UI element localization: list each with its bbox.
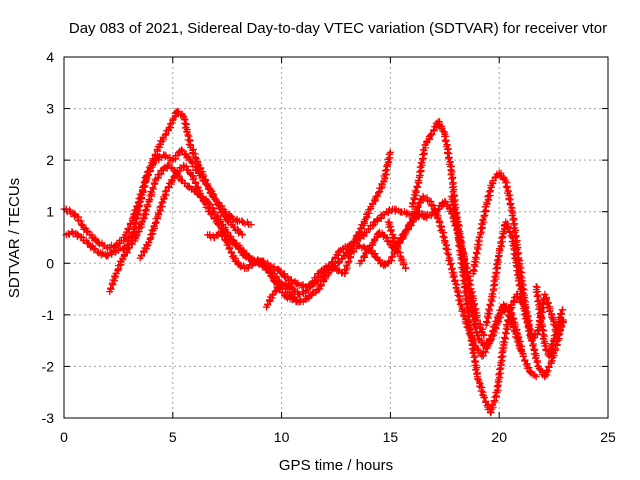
y-tick-label: -3	[42, 410, 55, 426]
y-tick-label: 3	[46, 101, 54, 117]
x-tick-label: 20	[491, 429, 507, 445]
series-trace-10	[482, 218, 567, 345]
series-markers	[206, 150, 394, 306]
x-axis-label: GPS time / hours	[279, 457, 393, 474]
y-tick-label: 2	[46, 152, 54, 168]
series-trace-13	[384, 218, 410, 272]
y-tick-label: -1	[42, 307, 55, 323]
series-markers	[64, 147, 246, 260]
plot-frame	[63, 56, 609, 419]
series-markers	[532, 283, 567, 360]
series-trace-11	[532, 283, 567, 360]
series-trace-5	[204, 148, 394, 306]
series-trace-2	[62, 146, 246, 260]
series-markers	[385, 219, 410, 272]
y-tick-label: 4	[46, 49, 54, 65]
data-series	[60, 107, 567, 417]
x-tick-label: 5	[169, 429, 177, 445]
y-tick-label: 1	[46, 204, 54, 220]
y-tick-label: 0	[46, 255, 54, 271]
series-trace-12	[356, 197, 488, 339]
x-tick-label: 0	[60, 429, 68, 445]
y-tick-label: -2	[42, 358, 55, 374]
y-axis-label: SDTVAR / TECUs	[6, 178, 23, 298]
x-tick-label: 15	[383, 429, 399, 445]
x-tick-label: 25	[600, 429, 616, 445]
chart-title: Day 083 of 2021, Sidereal Day-to-day VTE…	[69, 20, 607, 37]
x-tick-label: 10	[274, 429, 290, 445]
